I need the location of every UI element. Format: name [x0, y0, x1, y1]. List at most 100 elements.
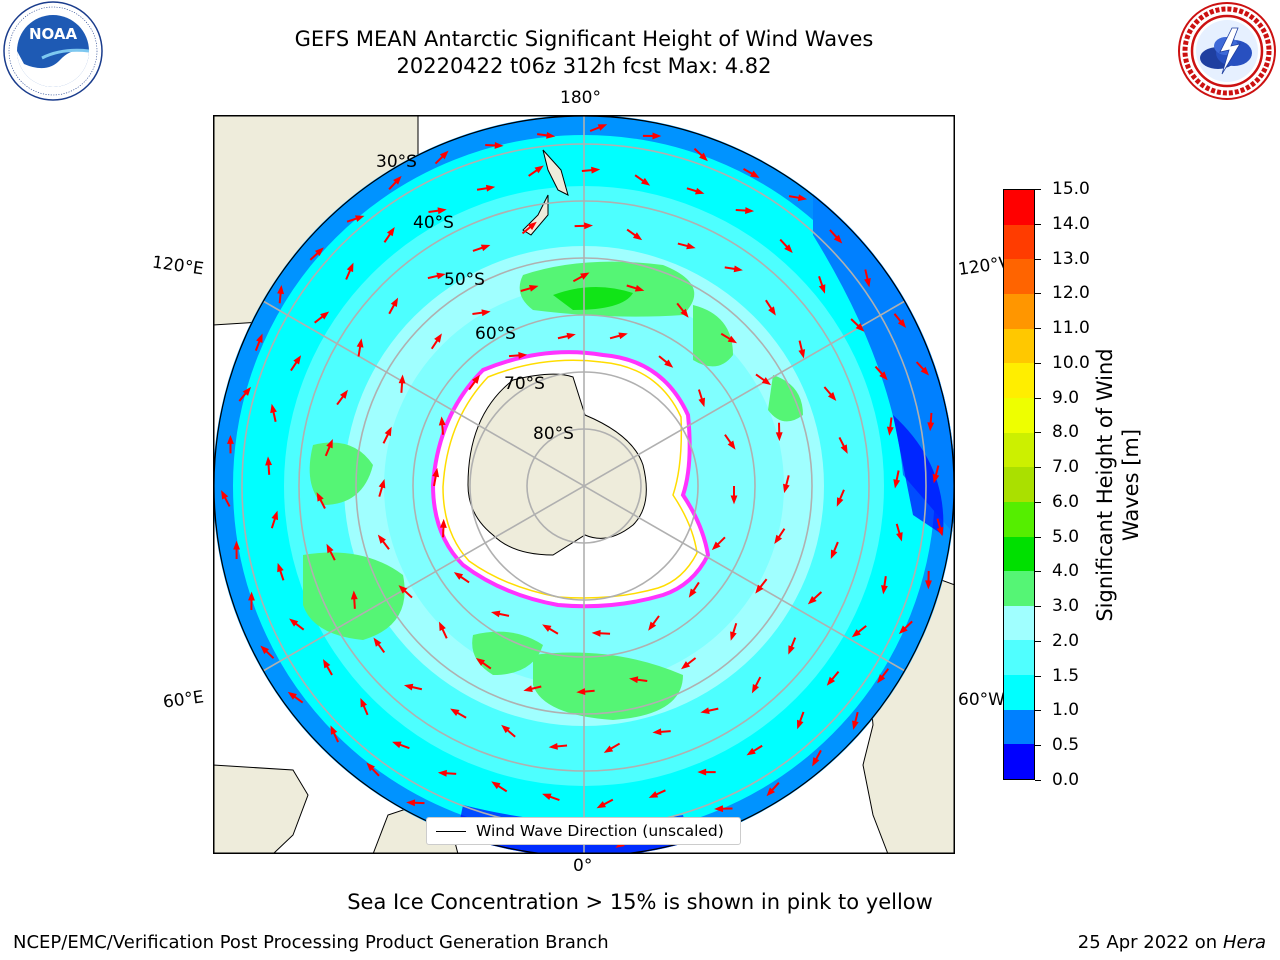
wind-arrow-head [648, 621, 657, 631]
colorbar-segment [1004, 501, 1034, 537]
wind-arrow-head [652, 132, 662, 140]
nws-logo-icon [1178, 2, 1276, 100]
colorbar-tick-label: 2.0 [1052, 630, 1080, 651]
wind-arrow-head [392, 741, 402, 749]
footer-date-text: 25 Apr 2022 on [1077, 932, 1218, 953]
wind-arrow-head [221, 490, 229, 500]
colorbar-tick [1035, 362, 1041, 364]
lon-label-60w: 60°W [958, 690, 1005, 710]
wind-arrow-head [807, 595, 817, 605]
wind-arrow-head [830, 549, 838, 560]
wind-arrow-head [356, 338, 364, 348]
wind-arrow-head [227, 435, 234, 444]
wind-arrow-head [450, 708, 460, 716]
colorbar-tick-label: 13.0 [1052, 248, 1090, 269]
colorbar-tick [1035, 745, 1041, 747]
colorbar-segment [1004, 744, 1034, 779]
wind-arrow-head [768, 306, 776, 316]
wind-arrow-head [936, 526, 944, 537]
wind-arrow-head [350, 590, 358, 600]
colorbar-tick [1035, 640, 1041, 642]
colorbar-label: Significant Height of Wind Waves [m] [1093, 348, 1143, 622]
colorbar-segment [1004, 571, 1034, 606]
wind-arrow-head [648, 791, 659, 798]
wind-arrow-head [797, 719, 804, 730]
wind-arrow-head [632, 232, 643, 241]
wind-arrow-head [664, 359, 674, 368]
wind-arrow-head [406, 799, 416, 807]
colorbar-tick-label: 0.5 [1052, 735, 1080, 756]
wind-arrow-head [576, 688, 586, 695]
wind-arrow-head [596, 801, 607, 809]
colorbar-segment [1004, 709, 1034, 745]
wind-arrow-head [730, 631, 737, 641]
colorbar-segment [1004, 640, 1034, 676]
wind-arrow-head [932, 473, 940, 484]
map-legend: Wind Wave Direction (unscaled) [426, 817, 741, 845]
caption: Sea Ice Concentration > 15% is shown in … [347, 890, 933, 914]
wind-arrow-head [755, 584, 764, 594]
wind-arrow-head [746, 747, 756, 756]
wind-arrow-head [879, 371, 888, 381]
colorbar-tick-label: 5.0 [1052, 526, 1080, 547]
noaa-logo-icon: NOAA [3, 1, 103, 101]
wind-arrow-head [437, 207, 447, 215]
wind-arrow-head [432, 467, 440, 478]
wind-arrow-head [833, 234, 843, 244]
lon-label-120e: 120°E [150, 252, 205, 280]
colorbar-segment [1004, 259, 1034, 295]
colorbar-segment [1004, 397, 1034, 433]
wind-arrow-head [836, 497, 844, 507]
lon-label-60e: 60°E [161, 687, 206, 713]
wind-arrow-head [366, 762, 375, 772]
colorbar-tick-label: 1.0 [1052, 700, 1080, 721]
wind-arrow-head [453, 572, 464, 580]
wind-arrow-head [783, 483, 790, 494]
chart-subtitle: 20220422 t06z 312h fcst Max: 4.82 [396, 54, 772, 78]
colorbar-segment [1004, 675, 1034, 710]
wind-arrow-head [320, 311, 330, 320]
wind-arrow-head [730, 495, 738, 505]
colorbar-ticks: 0.0 0.5 1.0 1.5 2.0 3.0 4.0 5.0 6.0 7.0 8.0 9.0 10.0… [1035, 179, 1095, 790]
wind-arrow-head [733, 265, 743, 273]
colorbar-tick [1035, 606, 1041, 608]
wind-arrow-head [680, 308, 689, 318]
colorbar-segment [1004, 328, 1034, 364]
wind-arrow-head [339, 389, 348, 399]
lat-label-40s: 40°S [413, 213, 454, 233]
wind-arrow-head [629, 676, 639, 684]
wind-arrow-head [751, 683, 760, 694]
wind-arrow-head [390, 297, 399, 308]
wind-arrow-head [920, 366, 930, 376]
colorbar-tick [1035, 710, 1041, 712]
colorbar-tick [1035, 780, 1041, 781]
colorbar-tick-label: 12.0 [1052, 283, 1090, 304]
colorbar-tick-label: 8.0 [1052, 422, 1080, 443]
wind-arrow-head [277, 562, 284, 573]
footer-date: 25 Apr 2022 on Hera [1078, 932, 1266, 953]
colorbar-tick [1035, 432, 1041, 434]
footer-machine: Hera [1222, 932, 1266, 953]
wind-arrow-head [927, 422, 935, 432]
noaa-logo-text: NOAA [29, 25, 78, 43]
wind-arrow-head [287, 691, 297, 700]
wind-arrow-head [398, 374, 406, 384]
colorbar-tick-label: 9.0 [1052, 387, 1080, 408]
wind-arrow-head [471, 374, 480, 384]
colorbar-tick [1035, 501, 1041, 503]
wind-arrow-head [591, 166, 601, 174]
wind-arrow-head [826, 676, 836, 686]
wind-arrow-head [377, 534, 386, 544]
colorbar-segment [1004, 224, 1034, 260]
wind-arrow-head [393, 175, 402, 185]
wind-arrow-head [784, 244, 793, 254]
wind-arrow-head [766, 787, 775, 797]
wind-arrow-head [566, 332, 576, 340]
colorbar-tick [1035, 675, 1041, 677]
wind-arrow-head [330, 725, 338, 735]
wind-arrow-head [248, 591, 255, 601]
wind-arrow-head [798, 349, 806, 359]
wind-arrow-head [265, 456, 273, 466]
wind-arrow-head [851, 629, 861, 638]
lon-label-0: 0° [573, 856, 593, 876]
